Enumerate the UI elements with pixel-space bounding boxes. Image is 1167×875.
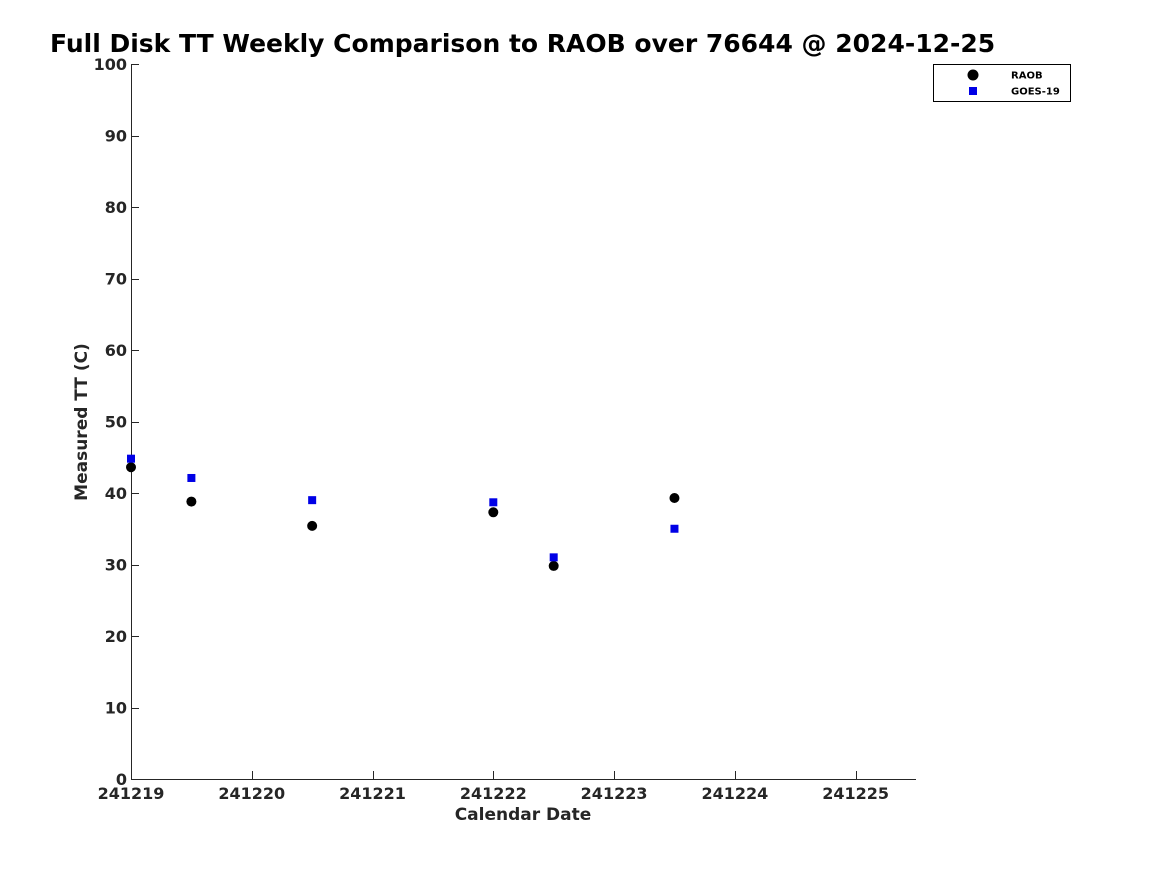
legend-label: RAOB bbox=[1011, 71, 1043, 82]
legend-goes-19-marker bbox=[969, 87, 977, 95]
raob-point bbox=[186, 496, 197, 507]
x-tick-label: 241222 bbox=[460, 784, 527, 803]
y-tick-label: 60 bbox=[105, 341, 127, 360]
goes-19-point bbox=[187, 473, 196, 482]
x-tick-label: 241221 bbox=[339, 784, 406, 803]
y-axis-label: Measured TT (C) bbox=[72, 343, 92, 501]
y-tick-label: 20 bbox=[105, 627, 127, 646]
goes-19-point bbox=[549, 553, 558, 562]
raob-point bbox=[307, 520, 318, 531]
y-tick-label: 80 bbox=[105, 198, 127, 217]
x-axis-label: Calendar Date bbox=[455, 805, 592, 825]
y-tick-label: 40 bbox=[105, 484, 127, 503]
goes-19-point bbox=[489, 498, 498, 507]
x-tick-label: 241220 bbox=[218, 784, 285, 803]
x-axis: 241219 241220 241221 241222 241223 241224 2412… bbox=[98, 771, 916, 803]
legend: RAOB GOES-19 bbox=[933, 64, 1071, 102]
x-tick-label: 241225 bbox=[822, 784, 889, 803]
y-tick-label: 50 bbox=[105, 413, 127, 432]
goes-19-point bbox=[127, 454, 135, 463]
series-raob bbox=[126, 462, 680, 571]
goes-19-point bbox=[670, 524, 679, 533]
raob-point bbox=[488, 507, 499, 518]
series-goes-19 bbox=[127, 454, 679, 562]
data-points bbox=[126, 454, 680, 571]
x-tick-label: 241223 bbox=[581, 784, 648, 803]
raob-point bbox=[126, 462, 136, 473]
y-tick-label: 70 bbox=[105, 270, 127, 289]
legend-box bbox=[933, 64, 1071, 102]
legend-raob-marker bbox=[967, 69, 979, 81]
legend-label: GOES-19 bbox=[1011, 87, 1060, 98]
y-tick-label: 0 bbox=[116, 770, 127, 789]
x-tick-label: 241219 bbox=[98, 784, 165, 803]
goes-19-point bbox=[308, 496, 317, 505]
raob-point bbox=[548, 560, 559, 571]
y-tick-label: 10 bbox=[105, 699, 127, 718]
y-tick-label: 90 bbox=[105, 127, 127, 146]
raob-point bbox=[669, 493, 680, 504]
x-tick-label: 241224 bbox=[701, 784, 768, 803]
y-tick-label: 30 bbox=[105, 556, 127, 575]
chart-title: Full Disk TT Weekly Comparison to RAOB o… bbox=[50, 29, 995, 58]
y-tick-label: 100 bbox=[94, 55, 127, 74]
y-axis: 0 10 20 30 40 50 60 70 80 90 100 bbox=[94, 55, 139, 789]
